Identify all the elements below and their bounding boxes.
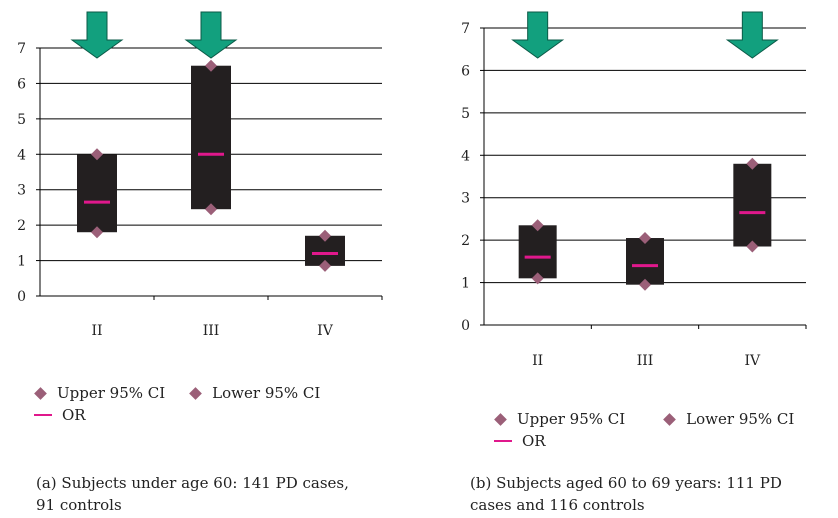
chart-panel-b: 0 1 2 3 4 5 6 7 II III IV Upper 95% CI Lower 95% C…	[420, 0, 838, 518]
chart-b-down-arrow-icon	[725, 11, 779, 59]
chart-a-down-arrow-icon	[70, 11, 124, 59]
chart-a-ytick-label: 2	[17, 218, 26, 234]
chart-a-caption: (a) Subjects under age 60: 141 PD cases,…	[36, 474, 349, 514]
chart-b-category-label: IV	[745, 353, 762, 369]
chart-a-ytick-label: 1	[17, 254, 26, 270]
chart-a-down-arrow-icon	[184, 11, 238, 59]
legend-lower-label: Lower 95% CI	[212, 384, 321, 402]
chart-a-ytick-label: 0	[17, 289, 26, 305]
chart-b-ytick-label: 0	[461, 318, 470, 334]
chart-b-ytick-label: 6	[461, 63, 470, 79]
legend-lower-ci: Lower 95% CI	[189, 384, 321, 402]
chart-a-lower-ci-marker	[91, 226, 103, 239]
chart-a-ytick-label: 7	[17, 41, 26, 57]
chart-a-ytick-label: 6	[17, 76, 26, 92]
or-line-icon	[34, 414, 52, 416]
chart-a-lower-ci-marker	[319, 259, 331, 272]
chart-b-ytick-label: 1	[461, 276, 470, 292]
chart-b-down-arrow-icon	[511, 11, 565, 59]
chart-b-upper-ci-marker	[746, 157, 759, 170]
legend-upper-label: Upper 95% CI	[517, 410, 626, 428]
chart-a-lower-ci-marker	[205, 203, 217, 216]
chart-panel-a: 0 1 2 3 4 5 6 7 II III IV Upper 95% CI Lower 95% C…	[0, 0, 400, 518]
chart-a-category-label: III	[203, 323, 220, 339]
legend-or-label: OR	[62, 406, 86, 424]
chart-b-ytick-label: 4	[461, 148, 470, 164]
chart-b-ci-box	[626, 238, 664, 285]
chart-a-ytick-label: 5	[17, 112, 26, 128]
chart-a-ci-box	[191, 65, 231, 210]
legend-or-label: OR	[522, 432, 546, 450]
chart-b-category-label: III	[637, 353, 654, 369]
diamond-marker-icon	[663, 412, 677, 426]
chart-a-upper-ci-marker	[91, 148, 103, 161]
chart-a-upper-ci-marker	[205, 59, 217, 72]
chart-b-category-label: II	[532, 353, 543, 369]
chart-a-category-label: II	[91, 323, 102, 339]
legend-upper-ci: Upper 95% CI	[494, 410, 626, 428]
chart-b-legend-row-1: Upper 95% CI Lower 95% CI	[494, 410, 820, 428]
chart-a-category-label: IV	[317, 323, 334, 339]
chart-b-ytick-label: 2	[461, 233, 470, 249]
legend-lower-label: Lower 95% CI	[686, 410, 795, 428]
chart-a-upper-ci-marker	[319, 229, 331, 242]
diamond-marker-icon	[494, 412, 507, 426]
chart-b-ci-box	[733, 163, 772, 247]
chart-a-ytick-label: 4	[17, 147, 26, 163]
chart-a-legend-row-2: OR	[34, 406, 112, 424]
legend-or: OR	[34, 406, 86, 424]
chart-b-ytick-label: 3	[461, 191, 470, 207]
legend-upper-ci: Upper 95% CI	[34, 384, 166, 402]
chart-b-ci-box	[518, 225, 557, 279]
chart-a-ytick-label: 3	[17, 183, 26, 199]
chart-b-upper-ci-marker	[639, 232, 651, 245]
chart-b-lower-ci-marker	[639, 278, 651, 291]
chart-b-ytick-label: 7	[461, 21, 470, 37]
chart-b-upper-ci-marker	[531, 219, 544, 232]
diamond-marker-icon	[189, 386, 203, 400]
legend-upper-label: Upper 95% CI	[57, 384, 166, 402]
chart-b-ytick-label: 5	[461, 106, 470, 122]
chart-b-caption: (b) Subjects aged 60 to 69 years: 111 PD…	[470, 474, 782, 514]
chart-b-legend-row-2: OR	[494, 432, 572, 450]
diamond-marker-icon	[34, 386, 47, 400]
legend-or: OR	[494, 432, 546, 450]
chart-a-legend-row-1: Upper 95% CI Lower 95% CI	[34, 384, 346, 402]
or-line-icon	[494, 440, 512, 442]
chart-b-lower-ci-marker	[531, 272, 544, 285]
legend-lower-ci: Lower 95% CI	[663, 410, 795, 428]
chart-a-ci-box	[77, 154, 117, 233]
chart-b-lower-ci-marker	[746, 240, 759, 253]
